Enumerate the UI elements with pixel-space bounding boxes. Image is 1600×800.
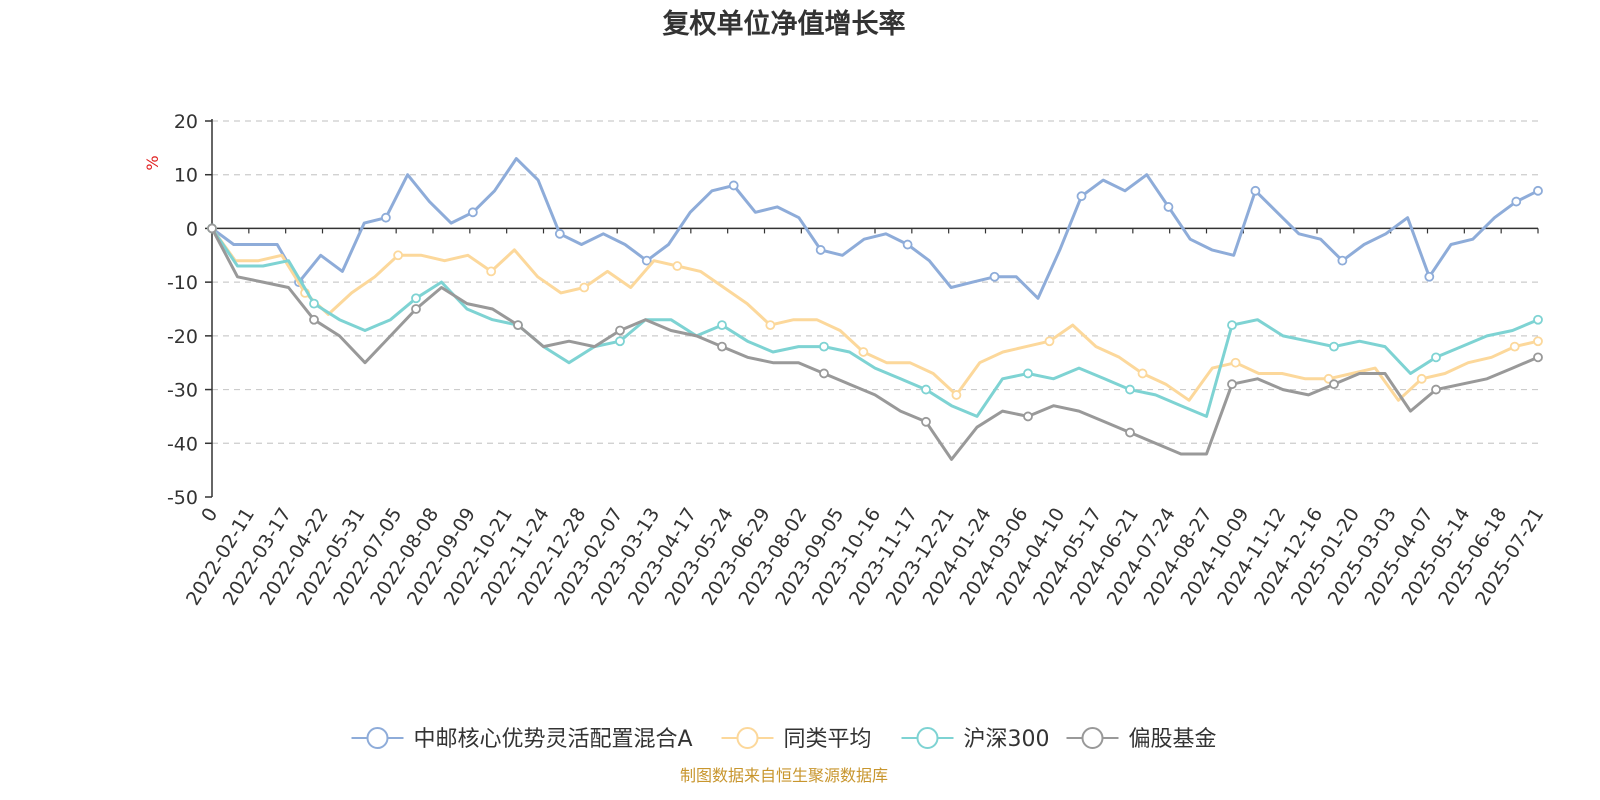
series-point-0	[381, 212, 391, 223]
series-point-2	[1125, 384, 1135, 395]
series-point-1	[393, 250, 404, 261]
series-point-0	[728, 180, 739, 191]
chart-title: 复权单位净值增长率	[662, 9, 906, 40]
legend-label: 中邮核心优势灵活配置混合A	[414, 727, 693, 752]
series-point-3	[921, 416, 931, 427]
y-tick-label: -40	[167, 433, 198, 455]
series-point-0	[815, 245, 826, 255]
legend-marker	[736, 727, 759, 749]
series-point-0	[1511, 196, 1522, 207]
legend[interactable]: 中邮核心优势灵活配置混合A 同类平均 沪深300 偏股基金	[351, 727, 1217, 752]
series-point-2	[411, 293, 421, 304]
series-line-3	[210, 226, 1540, 461]
series-line-0	[210, 157, 1540, 300]
y-tick-label: -10	[167, 272, 198, 294]
x-axis: 02022-02-112022-03-172022-04-222022-05-3…	[182, 227, 1548, 609]
legend-item-2[interactable]: 沪深300	[901, 727, 1050, 752]
y-tick-label: 20	[174, 111, 198, 133]
series-point-1	[579, 282, 590, 293]
legend-item-0[interactable]: 中邮核心优势灵活配置混合A	[351, 727, 693, 752]
series-point-0	[554, 228, 565, 239]
series-point-3	[1227, 379, 1237, 390]
series-point-0	[641, 255, 652, 266]
series-point-2	[615, 336, 625, 347]
y-tick-label: 10	[174, 165, 198, 187]
legend-label: 同类平均	[784, 727, 872, 752]
series-point-1	[486, 266, 497, 277]
series-point-0	[1163, 202, 1174, 212]
series-point-1	[1533, 336, 1543, 347]
legend-label: 沪深300	[964, 727, 1050, 752]
legend-marker	[366, 727, 389, 749]
series-point-1	[1416, 373, 1427, 384]
series-lines	[207, 157, 1543, 461]
series-point-3	[513, 320, 523, 331]
series-point-0	[1250, 185, 1261, 196]
series-point-1	[672, 261, 683, 271]
series-point-2	[1023, 368, 1033, 379]
legend-marker	[1081, 727, 1104, 749]
y-tick-label: -30	[167, 380, 198, 402]
y-tick-label: 0	[186, 218, 198, 240]
series-point-0	[1076, 191, 1087, 202]
series-point-2	[1227, 320, 1237, 331]
series-point-2	[717, 320, 727, 331]
series-point-1	[1044, 336, 1055, 347]
series-point-2	[921, 384, 931, 395]
series-point-3	[411, 304, 421, 314]
series-point-2	[1533, 314, 1543, 325]
series-point-3	[1533, 352, 1543, 363]
series-point-1	[858, 347, 869, 357]
series-point-1	[765, 320, 776, 331]
series-point-2	[1329, 341, 1339, 352]
series-point-2	[819, 341, 829, 352]
x-tick-label: 0	[197, 504, 222, 526]
series-point-2	[1431, 352, 1441, 363]
series-point-0	[1337, 255, 1348, 266]
series-point-0	[467, 207, 478, 218]
series-point-0	[1533, 185, 1543, 196]
series-point-3	[207, 223, 217, 234]
series-point-3	[717, 341, 727, 352]
series-point-0	[902, 239, 913, 250]
series-point-1	[1509, 341, 1520, 352]
y-axis-label: %	[143, 155, 162, 170]
y-tick-label: -20	[167, 326, 198, 348]
series-point-0	[989, 271, 1000, 282]
series-point-1	[951, 390, 962, 400]
legend-item-1[interactable]: 同类平均	[721, 727, 872, 752]
series-point-1	[1230, 357, 1241, 368]
legend-item-3[interactable]: 偏股基金	[1066, 727, 1217, 752]
series-point-0	[1424, 271, 1435, 282]
series-point-3	[615, 325, 625, 336]
legend-label: 偏股基金	[1129, 727, 1217, 752]
series-point-1	[1137, 368, 1148, 379]
y-tick-label: -50	[167, 487, 198, 509]
series-line-1	[210, 226, 1540, 402]
source-note: 制图数据来自恒生聚源数据库	[679, 766, 888, 785]
series-point-3	[819, 368, 829, 379]
grid-lines	[212, 120, 1538, 444]
y-axis: 20 10 0 -10 -20 -30 -40 -50%	[143, 111, 213, 509]
series-point-2	[309, 298, 319, 309]
series-point-3	[1431, 384, 1441, 395]
series-point-3	[309, 314, 319, 325]
series-point-3	[1023, 411, 1033, 422]
legend-marker	[916, 727, 939, 749]
series-point-3	[1125, 427, 1135, 438]
series-point-3	[1329, 379, 1339, 390]
series-line-2	[210, 226, 1540, 418]
